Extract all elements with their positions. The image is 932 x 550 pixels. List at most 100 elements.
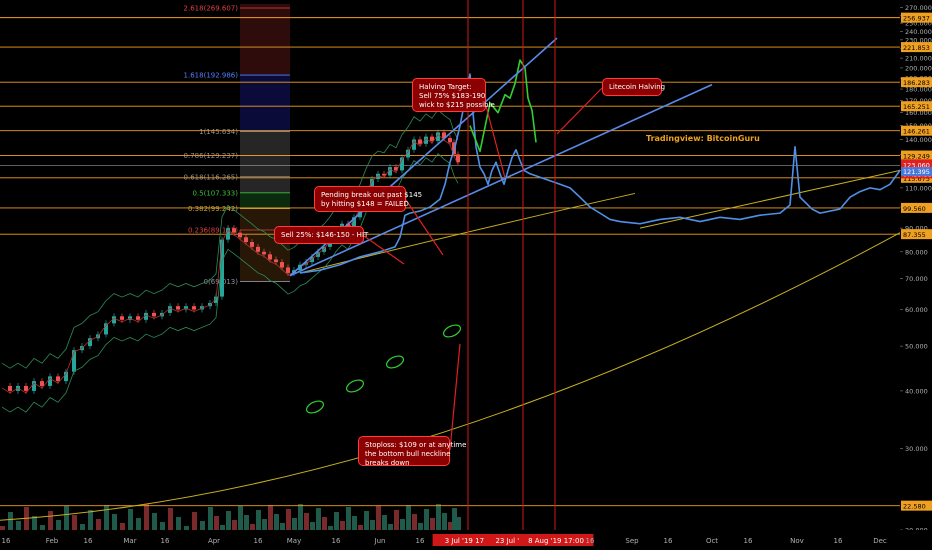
candle-body — [226, 228, 230, 240]
volume-bar — [456, 517, 461, 530]
volume-bar — [112, 514, 117, 530]
candle-body — [256, 246, 260, 252]
volume-bar — [292, 518, 297, 530]
time-tick-label: 16 — [744, 537, 753, 545]
level-price-tag — [901, 500, 932, 511]
price-tick-label: 180.000 — [905, 86, 932, 94]
candle-body — [64, 371, 68, 382]
candle-body — [346, 223, 350, 229]
fib-zone-grey — [240, 131, 290, 193]
projection-series — [469, 59, 537, 153]
price-tick-label: 230.000 — [905, 36, 932, 44]
callout-pointer — [556, 87, 603, 135]
volume-bar — [418, 523, 423, 530]
time-tick-label: 16 — [161, 537, 170, 545]
fib-level-label: 0.618(116.265) — [184, 173, 239, 181]
time-tick-label: 16 — [834, 537, 843, 545]
price-tick-label: 110.000 — [905, 184, 932, 192]
volume-bar — [334, 512, 339, 530]
candle-body — [104, 323, 108, 335]
volume-bar — [120, 523, 125, 530]
series-price-tag — [901, 167, 932, 177]
fib-level-label: 1(145.634) — [199, 128, 238, 136]
candle-body — [88, 338, 92, 347]
volume-bar — [40, 525, 45, 530]
fib-level-label: 2.618(269.607) — [184, 4, 239, 12]
level-price-tag — [901, 42, 932, 53]
candle-body — [304, 262, 308, 265]
candle-body — [456, 154, 460, 163]
time-tick-label: Nov — [790, 537, 804, 545]
volume-bar — [412, 514, 417, 530]
candle-body — [238, 232, 242, 238]
volume-bar — [168, 508, 173, 530]
series-price-tag-label: 121.395 — [903, 168, 930, 176]
volume-bar — [152, 513, 157, 530]
volume-bar — [400, 519, 405, 530]
volume-bar — [442, 513, 447, 530]
volume-bar — [370, 520, 375, 530]
level-price-tag — [901, 77, 932, 88]
volume-bar — [64, 506, 69, 530]
candle-body — [352, 217, 356, 229]
price-tick-label: 50.000 — [905, 343, 928, 351]
time-tick-label: Mar — [123, 537, 136, 545]
volume-bar — [232, 520, 237, 530]
candle-body — [220, 239, 224, 297]
price-tick-label: 40.000 — [905, 387, 928, 395]
fib-level-label: 0.382(99.242) — [188, 205, 238, 213]
time-tick-label: 8 Aug '19 17:00 — [528, 537, 584, 545]
callout-pointer — [363, 235, 405, 265]
callout-sell-25: Sell 25%: $146-150 - HIT — [274, 226, 368, 244]
candle-body — [32, 381, 36, 391]
level-price-tag — [901, 150, 932, 161]
long-term-curve-lower — [0, 232, 901, 521]
volume-bar — [244, 515, 249, 530]
candle-body — [120, 316, 124, 320]
lower-trendline — [289, 83, 713, 277]
price-tick-label: 80.000 — [905, 248, 928, 256]
volume-bar — [310, 522, 315, 530]
fib-zone-green — [240, 192, 290, 209]
volume-bar — [214, 516, 219, 530]
price-tick-label: 140.000 — [905, 136, 932, 144]
time-label-highlight — [518, 534, 594, 546]
level-price-tag — [901, 229, 932, 240]
current-price-tag-label: 123.060 — [903, 161, 930, 169]
level-price-tag — [901, 12, 932, 23]
candle-body — [388, 167, 392, 176]
level-price-tag-label: 221.853 — [903, 44, 930, 52]
volume-bar — [452, 508, 457, 530]
volume-bar — [184, 526, 189, 530]
candle-body — [274, 259, 278, 263]
volume-bar — [32, 516, 37, 530]
candle-body — [72, 350, 76, 372]
volume-bar — [144, 504, 149, 530]
time-tick-label: 16 — [586, 537, 595, 545]
volume-bar — [176, 517, 181, 530]
candle-body — [24, 385, 28, 391]
candle-body — [310, 256, 314, 263]
level-price-tag-label: 256.937 — [903, 15, 930, 23]
watermark-text: Tradingview: BitcoinGuru — [646, 134, 760, 143]
level-price-tag-label: 22.580 — [903, 503, 926, 511]
time-tick-label: 16 — [84, 537, 93, 545]
candle-body — [8, 385, 12, 391]
candle-body — [412, 139, 416, 150]
volume-bar — [56, 520, 61, 530]
volume-bar — [192, 512, 197, 530]
current-price-tag — [901, 159, 932, 170]
volume-bar — [280, 523, 285, 530]
volume-bar — [406, 505, 411, 530]
candle-body — [232, 228, 236, 233]
volume-bar — [286, 509, 291, 530]
price-line-series — [299, 73, 905, 274]
support-touch-ellipse — [305, 400, 325, 414]
time-tick-label: 16 — [416, 537, 425, 545]
callout-pointer — [449, 343, 461, 451]
time-tick-label: Apr — [208, 537, 220, 545]
level-price-tag-label: 129.249 — [903, 153, 930, 161]
volume-bar — [304, 513, 309, 530]
time-tick-label: 16 — [332, 537, 341, 545]
candle-body — [48, 376, 52, 386]
